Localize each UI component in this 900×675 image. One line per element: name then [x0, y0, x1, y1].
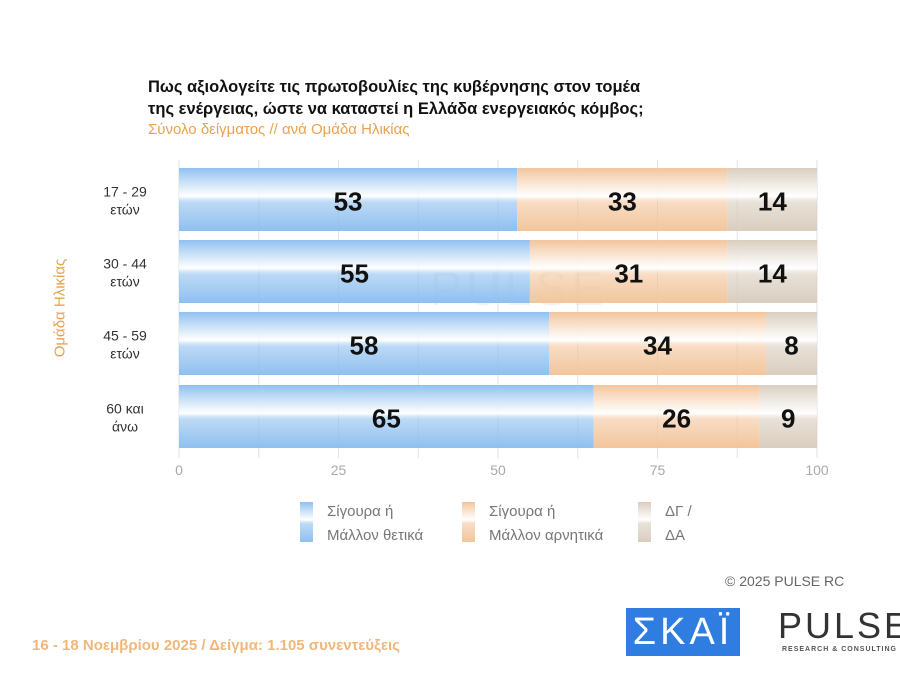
chart-subtitle: Σύνολο δείγματος // ανά Ομάδα Ηλικίας	[148, 121, 410, 138]
bar-segment	[179, 168, 518, 231]
bar-segment	[179, 385, 594, 448]
data-label: 26	[662, 404, 691, 434]
legend-label: ΔΓ /	[665, 503, 692, 520]
data-label: 31	[614, 259, 643, 289]
data-label: 65	[372, 404, 401, 434]
legend-swatch	[300, 502, 313, 542]
pulse-logo: PULSE	[778, 605, 900, 646]
title-line-2: της ενέργειας, ώστε να καταστεί η Ελλάδα…	[148, 100, 644, 118]
data-label: 53	[334, 187, 363, 217]
category-label: άνω	[112, 419, 138, 435]
x-tick-label: 25	[331, 462, 347, 478]
data-label: 58	[350, 331, 379, 361]
copyright: © 2025 PULSE RC	[725, 573, 845, 589]
category-label: 45 - 59	[103, 328, 147, 344]
bar-segment	[549, 312, 766, 375]
data-label: 9	[781, 404, 795, 434]
bar-segment	[529, 240, 728, 303]
legend-label: Μάλλον αρνητικά	[489, 527, 604, 544]
bar-segment	[179, 312, 550, 375]
bar-segment	[179, 240, 530, 303]
data-label: 8	[784, 331, 798, 361]
legend-label: Μάλλον θετικά	[327, 527, 424, 544]
legend-label: Σίγουρα ή	[489, 503, 555, 520]
bar-segment	[593, 385, 760, 448]
x-tick-label: 50	[490, 462, 506, 478]
bar-segment	[759, 385, 817, 448]
category-label: 17 - 29	[103, 184, 147, 200]
bar-segment	[517, 168, 728, 231]
x-tick-label: 75	[650, 462, 666, 478]
data-label: 55	[340, 259, 369, 289]
skai-logo: ΣΚΑΪ	[626, 608, 740, 656]
category-label: 30 - 44	[103, 256, 147, 272]
data-label: 14	[758, 259, 787, 289]
legend-swatch	[638, 502, 651, 542]
pulse-logo-subtitle: RESEARCH & CONSULTING	[782, 646, 897, 653]
category-label: ετών	[110, 346, 140, 362]
title-line-1: Πως αξιολογείτε τις πρωτοβουλίες της κυβ…	[148, 78, 641, 96]
x-tick-label: 0	[175, 462, 183, 478]
category-label: ετών	[110, 274, 140, 290]
legend-label: ΔΑ	[665, 527, 685, 544]
category-label: ετών	[110, 202, 140, 218]
data-label: 33	[608, 187, 637, 217]
legend-swatch	[462, 502, 475, 542]
bar-segment	[765, 312, 817, 375]
data-label: 14	[758, 187, 787, 217]
legend-label: Σίγουρα ή	[327, 503, 393, 520]
data-label: 34	[643, 331, 672, 361]
category-label: 60 και	[106, 401, 144, 417]
bar-segment	[727, 168, 817, 231]
chart-title: Πως αξιολογείτε τις πρωτοβουλίες της κυβ…	[148, 76, 708, 120]
bar-segment	[727, 240, 817, 303]
footer-date-sample: 16 - 18 Νοεμβρίου 2025 / Δείγμα: 1.105 σ…	[32, 637, 400, 654]
x-tick-label: 100	[805, 462, 829, 478]
